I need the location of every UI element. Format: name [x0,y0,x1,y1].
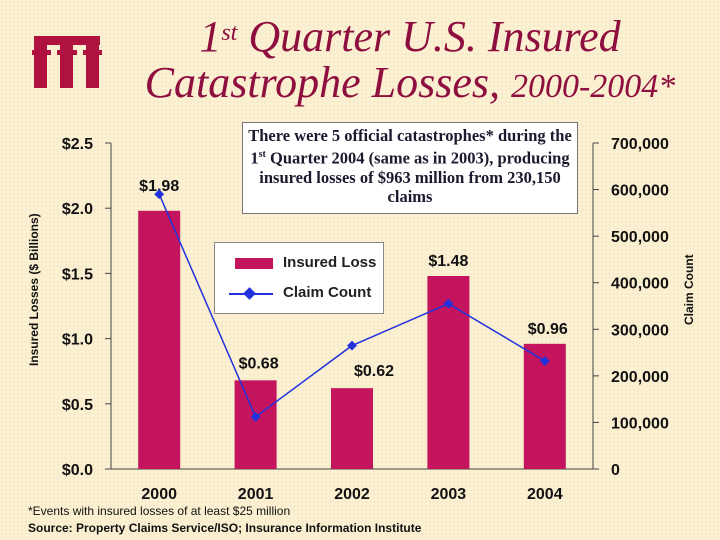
y-tick-label-right: 300,000 [611,322,669,339]
callout-box: There were 5 official catastrophes* duri… [242,122,578,214]
bar-label-2000: $1.98 [139,178,179,195]
y-tick-label-right: 600,000 [611,183,669,200]
bar-2001 [234,380,277,469]
y-axis-title-right: Claim Count [682,254,696,325]
y-tick-label-left: $2.5 [62,136,93,153]
footnote: *Events with insured losses of at least … [28,504,291,518]
y-tick-label-right: 700,000 [611,136,669,153]
legend-swatch-bar [235,258,273,269]
legend-swatch-marker [243,287,256,300]
claim-count-point-2001 [250,411,261,422]
claim-count-point-2000 [154,189,165,200]
y-tick-label-left: $1.5 [62,266,93,283]
bar-2000 [138,210,181,470]
legend-item-insured-loss: Insured Loss [215,251,383,277]
bar-label-2001: $0.68 [239,355,279,372]
iii-logo [32,36,102,88]
x-tick-label-2003: 2003 [431,486,467,503]
y-tick-label-left: $0.5 [62,397,93,414]
y-tick-label-right: 0 [611,462,620,479]
y-tick-label-right: 200,000 [611,369,669,386]
bar-label-2002: $0.62 [354,363,394,380]
chart-legend: Insured Loss Claim Count [214,242,384,314]
claim-count-point-2002 [347,340,357,351]
claim-count-point-2004 [539,356,550,366]
bar-label-2004: $0.96 [528,321,568,338]
bar-label-2003: $1.48 [428,253,468,270]
x-tick-label-2000: 2000 [141,486,177,503]
y-tick-label-right: 500,000 [611,229,669,246]
y-tick-label-left: $1.0 [62,332,93,349]
legend-item-claim-count: Claim Count [215,281,383,307]
y-axis-title-left: Insured Losses ($ Billions) [27,213,41,366]
y-tick-label-left: $2.0 [62,201,93,218]
bar-2002 [331,388,373,469]
y-tick-label-right: 400,000 [611,276,669,293]
claim-count-point-2003 [443,298,454,309]
page-title: 1st Quarter U.S. Insured Catastrophe Los… [144,12,676,107]
x-tick-label-2001: 2001 [238,486,274,503]
x-tick-label-2004: 2004 [527,486,563,503]
y-tick-label-right: 100,000 [611,415,669,432]
source-note: Source: Property Claims Service/ISO; Ins… [28,521,422,535]
y-tick-label-left: $0.0 [62,462,93,479]
x-tick-label-2002: 2002 [334,486,370,503]
